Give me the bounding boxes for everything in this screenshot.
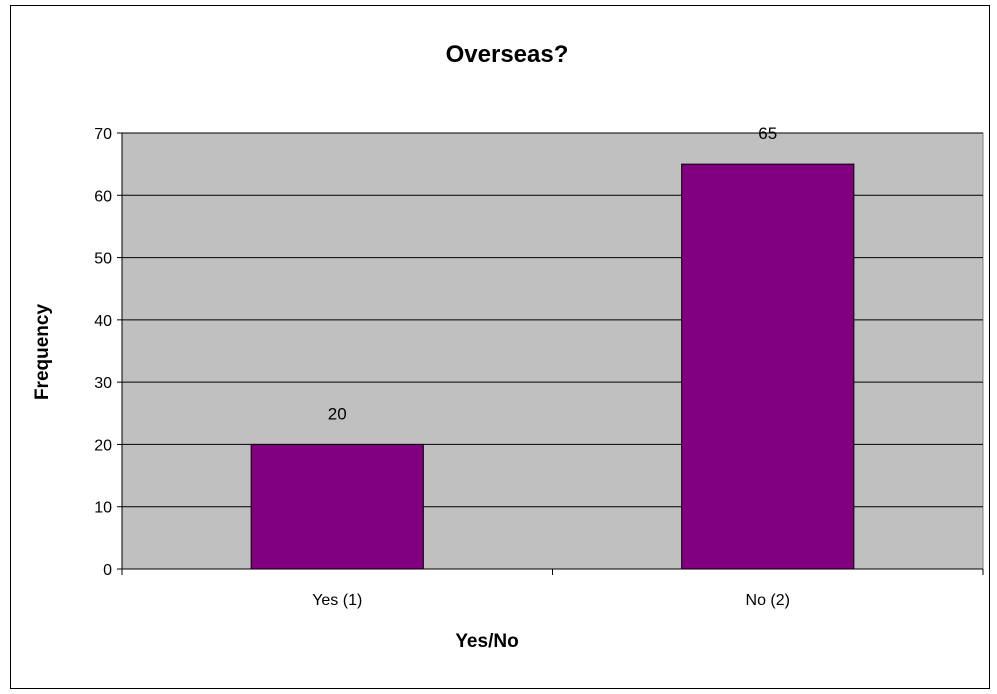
x-tick-labels: Yes (1) No (2) (312, 592, 790, 609)
x-tick-label: Yes (1) (312, 592, 362, 609)
data-label: 65 (758, 124, 777, 143)
bar-1 (250, 443, 424, 570)
x-axis-title: Yes/No (455, 631, 518, 652)
y-tick-label: 10 (94, 500, 112, 517)
x-tick-label: No (2) (746, 592, 790, 609)
axes (117, 132, 984, 575)
y-tick-label: 30 (94, 375, 112, 392)
bar-2 (681, 163, 855, 570)
y-tick-label: 60 (94, 188, 112, 205)
chart-title: Overseas? (446, 41, 569, 68)
y-tick-label: 50 (94, 251, 112, 268)
y-tick-label: 40 (94, 313, 112, 330)
y-tick-label: 70 (94, 126, 112, 143)
y-tick-label: 0 (103, 562, 112, 579)
bars (250, 163, 855, 570)
y-axis-title: Frequency (32, 304, 53, 401)
data-label: 20 (328, 404, 347, 423)
y-tick-labels: 0 10 20 30 40 50 60 70 (94, 126, 112, 579)
y-tick-label: 20 (94, 437, 112, 454)
